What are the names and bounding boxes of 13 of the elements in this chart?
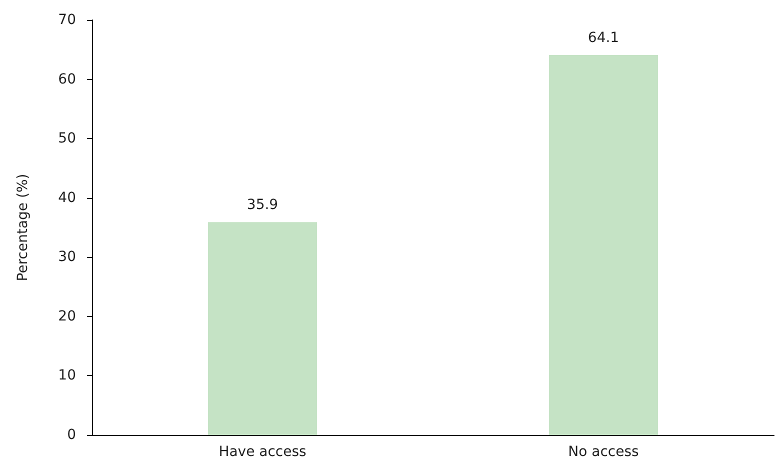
y-tick-label: 0	[67, 427, 76, 443]
y-tick-label: 40	[58, 190, 76, 206]
y-tick-label: 70	[58, 12, 76, 28]
x-tick-label: No access	[568, 444, 639, 460]
y-tick-label: 50	[58, 130, 76, 147]
y-tick-label: 10	[58, 368, 76, 384]
y-tick-label: 60	[58, 71, 76, 88]
y-axis-title: Percentage (%)	[15, 174, 31, 282]
y-tick-label: 30	[58, 249, 76, 266]
x-tick-label: Have access	[218, 444, 306, 460]
data-label: 35.9	[246, 197, 278, 214]
data-label: 64.1	[588, 30, 620, 46]
y-tick-label: 20	[58, 308, 76, 324]
